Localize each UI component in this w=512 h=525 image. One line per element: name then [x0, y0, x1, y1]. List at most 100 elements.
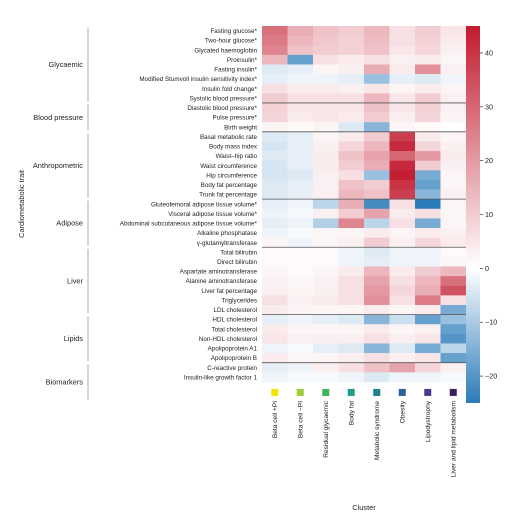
- row-label: Glycated haemoglobin: [194, 47, 257, 54]
- heatmap-cell-r29-c4: [364, 304, 390, 315]
- colorbar-tick-label: 10: [485, 210, 493, 219]
- heatmap-cell-r30-c1: [287, 314, 314, 325]
- heatmap-cell-r24-c6: [415, 256, 441, 267]
- row-label: Aspartate aminotransferase: [180, 269, 258, 276]
- heatmap-cell-r18-c2: [313, 199, 339, 210]
- y-axis-title: Cardiometabolic trait: [17, 170, 26, 238]
- heatmap-cell-r22-c7: [440, 237, 467, 248]
- heatmap-cell-r33-c7: [440, 343, 467, 354]
- heatmap-cell-r23-c4: [364, 247, 390, 258]
- colorbar-tick-label: 30: [485, 102, 493, 111]
- heatmap-cell-r22-c1: [287, 237, 314, 248]
- heatmap-cell-r14-c6: [415, 160, 441, 171]
- heatmap-cell-r16-c3: [338, 179, 365, 190]
- heatmap-cell-r17-c7: [440, 189, 467, 200]
- heatmap-cell-r23-c0: [262, 247, 288, 258]
- heatmap-cell-r9-c1: [287, 112, 314, 123]
- heatmap-cell-r7-c2: [313, 93, 339, 104]
- heatmap-cell-r19-c2: [313, 208, 339, 219]
- heatmap-cell-r8-c2: [313, 102, 339, 113]
- heatmap-cell-r0-c2: [313, 26, 339, 36]
- heatmap-cell-r10-c0: [262, 122, 288, 133]
- column-label: Metabolic syndrome: [374, 401, 381, 460]
- heatmap-cell-r31-c6: [415, 324, 441, 335]
- heatmap-cell-r24-c5: [389, 256, 416, 267]
- row-label: Visceral adipose tissue volume*: [168, 211, 257, 218]
- row-label: Diastolic blood pressure*: [187, 105, 257, 112]
- heatmap-cell-r1-c3: [338, 35, 365, 46]
- heatmap-cell-r23-c6: [415, 247, 441, 258]
- heatmap-cell-r30-c6: [415, 314, 441, 325]
- heatmap-cell-r32-c3: [338, 333, 365, 344]
- heatmap-cell-r2-c3: [338, 45, 365, 56]
- heatmap-cell-r19-c3: [338, 208, 365, 219]
- heatmap-cell-r15-c5: [389, 170, 416, 181]
- heatmap-cell-r13-c6: [415, 151, 441, 161]
- heatmap-cell-r7-c3: [338, 93, 365, 104]
- heatmap-cell-r24-c2: [313, 256, 339, 267]
- heatmap-cell-r6-c5: [389, 83, 416, 94]
- heatmap-cell-r17-c0: [262, 189, 288, 200]
- heatmap-cell-r18-c3: [338, 199, 365, 210]
- heatmap-cell-r35-c0: [262, 362, 288, 373]
- heatmap-cell-r32-c4: [364, 333, 390, 344]
- heatmap-cell-r15-c4: [364, 170, 390, 181]
- heatmap-cell-r3-c6: [415, 54, 441, 65]
- heatmap-cell-r20-c7: [440, 218, 467, 229]
- heatmap-cell-r27-c7: [440, 285, 467, 296]
- column-label: Beta cell −PI: [298, 401, 305, 438]
- heatmap-cell-r26-c0: [262, 276, 288, 287]
- group-label: Biomarkers: [46, 377, 84, 386]
- heatmap-cell-r22-c3: [338, 237, 365, 248]
- heatmap-cell-r28-c5: [389, 295, 416, 306]
- heatmap-cell-r32-c0: [262, 333, 288, 344]
- heatmap-cell-r18-c6: [415, 199, 441, 210]
- heatmap-cell-r5-c0: [262, 74, 288, 85]
- heatmap-cell-r22-c5: [389, 237, 416, 248]
- heatmap-cell-r14-c7: [440, 160, 467, 171]
- heatmap-cell-r6-c6: [415, 83, 441, 94]
- group-label: Glycaemic: [49, 60, 84, 69]
- row-label: HDL cholesterol: [212, 317, 257, 324]
- colorbar-tick-label: −20: [485, 372, 497, 381]
- heatmap-cell-r29-c2: [313, 304, 339, 315]
- heatmap-cell-r11-c5: [389, 131, 416, 142]
- heatmap-cell-r31-c4: [364, 324, 390, 335]
- heatmap-cell-r23-c5: [389, 247, 416, 258]
- cluster-color-swatch: [322, 388, 330, 396]
- heatmap-cell-r27-c4: [364, 285, 390, 296]
- row-label: Fasting glucose*: [210, 28, 257, 35]
- heatmap-cell-r22-c2: [313, 237, 339, 248]
- row-label: Direct bilirubin: [217, 259, 257, 266]
- heatmap-cell-r23-c7: [440, 247, 467, 258]
- heatmap-cell-r31-c5: [389, 324, 416, 335]
- heatmap-cell-r21-c3: [338, 228, 365, 238]
- heatmap-cell-r30-c3: [338, 314, 365, 325]
- heatmap-cell-r31-c7: [440, 324, 467, 335]
- heatmap-cell-r29-c0: [262, 304, 288, 315]
- heatmap-cell-r7-c7: [440, 93, 467, 104]
- heatmap-cell-r29-c5: [389, 304, 416, 315]
- heatmap-cell-r13-c7: [440, 151, 467, 161]
- heatmap-cell-r36-c3: [338, 372, 365, 383]
- heatmap-cell-r36-c5: [389, 372, 416, 383]
- heatmap-cell-r14-c0: [262, 160, 288, 171]
- heatmap-cell-r13-c4: [364, 151, 390, 161]
- heatmap-cell-r21-c2: [313, 228, 339, 238]
- heatmap-cell-r32-c2: [313, 333, 339, 344]
- cluster-color-swatch: [347, 388, 355, 396]
- heatmap-cell-r6-c2: [313, 83, 339, 94]
- heatmap-cell-r3-c2: [313, 54, 339, 65]
- row-label: Total cholesterol: [211, 326, 257, 333]
- heatmap-cell-r0-c7: [440, 26, 467, 36]
- row-label: Insulin-like growth factor 1: [184, 374, 258, 381]
- heatmap-cell-r27-c6: [415, 285, 441, 296]
- row-label: Gluteofemoral adipose tissue volume*: [151, 201, 258, 208]
- heatmap-cell-r35-c5: [389, 362, 416, 373]
- heatmap-cell-r21-c7: [440, 228, 467, 238]
- heatmap-cell-r7-c0: [262, 93, 288, 104]
- heatmap-cell-r27-c5: [389, 285, 416, 296]
- heatmap-cell-r5-c4: [364, 74, 390, 85]
- heatmap-cell-r27-c2: [313, 285, 339, 296]
- heatmap-cell-r32-c7: [440, 333, 467, 344]
